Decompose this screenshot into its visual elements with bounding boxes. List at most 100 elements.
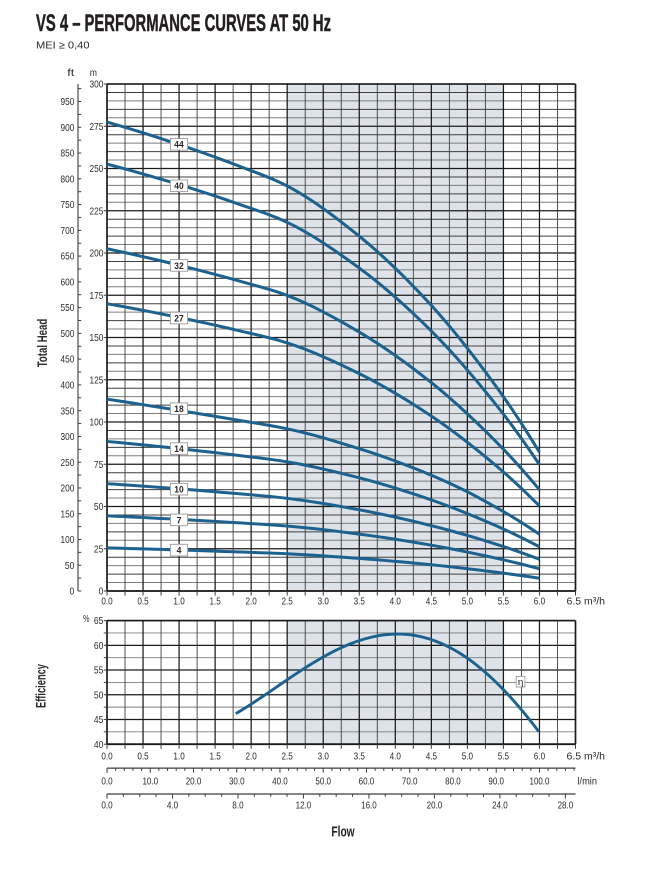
svg-text:0.5: 0.5	[137, 752, 148, 763]
svg-text:250: 250	[61, 458, 75, 469]
svg-text:3.5: 3.5	[354, 752, 365, 763]
svg-text:850: 850	[61, 149, 75, 160]
svg-text:900: 900	[61, 123, 75, 134]
svg-text:20.0: 20.0	[427, 801, 443, 812]
svg-text:150: 150	[90, 333, 104, 344]
svg-text:40.0: 40.0	[272, 777, 288, 788]
svg-text:65: 65	[94, 616, 104, 627]
svg-text:l/min: l/min	[578, 777, 598, 788]
svg-text:950: 950	[61, 97, 75, 108]
svg-text:250: 250	[90, 164, 104, 175]
svg-text:η: η	[518, 677, 524, 687]
svg-text:80.0: 80.0	[445, 777, 461, 788]
svg-text:650: 650	[61, 252, 75, 263]
svg-text:2.5: 2.5	[282, 752, 293, 763]
svg-text:50.0: 50.0	[315, 777, 331, 788]
svg-text:50: 50	[65, 561, 75, 572]
svg-text:300: 300	[90, 80, 104, 91]
svg-text:40: 40	[94, 740, 104, 751]
svg-text:3.0: 3.0	[318, 596, 329, 607]
svg-text:3.5: 3.5	[354, 596, 365, 607]
svg-text:6.0: 6.0	[534, 752, 545, 763]
svg-text:0.0: 0.0	[101, 777, 112, 788]
svg-text:5.5: 5.5	[498, 752, 509, 763]
svg-text:32: 32	[174, 260, 183, 271]
svg-text:10: 10	[174, 484, 183, 495]
svg-text:7: 7	[177, 514, 182, 525]
svg-text:200: 200	[90, 249, 104, 260]
svg-text:44: 44	[174, 139, 184, 150]
svg-text:6.0: 6.0	[534, 596, 545, 607]
svg-text:50: 50	[94, 502, 104, 513]
svg-text:Efficiency: Efficiency	[34, 664, 49, 708]
svg-text:200: 200	[61, 484, 75, 495]
svg-text:100: 100	[90, 418, 104, 429]
svg-text:10.0: 10.0	[142, 777, 158, 788]
svg-text:ft: ft	[67, 68, 74, 79]
svg-text:4: 4	[177, 545, 183, 556]
svg-text:100: 100	[61, 535, 75, 546]
svg-text:24.0: 24.0	[492, 801, 508, 812]
svg-text:2.0: 2.0	[246, 752, 257, 763]
svg-text:25: 25	[94, 544, 104, 555]
svg-text:800: 800	[61, 174, 75, 185]
svg-text:175: 175	[90, 291, 104, 302]
svg-text:60.0: 60.0	[359, 777, 375, 788]
svg-text:4.5: 4.5	[426, 596, 437, 607]
svg-text:12.0: 12.0	[296, 801, 312, 812]
svg-text:2.5: 2.5	[282, 596, 293, 607]
svg-text:6.5 m³/h: 6.5 m³/h	[567, 596, 606, 607]
svg-text:70.0: 70.0	[402, 777, 418, 788]
svg-text:5.0: 5.0	[462, 596, 473, 607]
svg-text:16.0: 16.0	[361, 801, 377, 812]
svg-text:3.0: 3.0	[318, 752, 329, 763]
svg-text:28.0: 28.0	[558, 801, 574, 812]
svg-text:4.0: 4.0	[390, 752, 401, 763]
svg-text:125: 125	[90, 375, 104, 386]
svg-text:75: 75	[94, 460, 104, 471]
svg-text:5.0: 5.0	[462, 752, 473, 763]
svg-text:550: 550	[61, 303, 75, 314]
svg-text:225: 225	[90, 206, 104, 217]
svg-text:Flow: Flow	[331, 823, 354, 840]
svg-text:18: 18	[174, 403, 183, 414]
svg-text:1.0: 1.0	[173, 752, 184, 763]
svg-text:300: 300	[61, 432, 75, 443]
svg-text:150: 150	[61, 509, 75, 520]
svg-text:27: 27	[174, 312, 183, 323]
svg-text:8.0: 8.0	[232, 801, 243, 812]
svg-text:VS 4 – PERFORMANCE CURVES AT 5: VS 4 – PERFORMANCE CURVES AT 50 Hz	[36, 10, 331, 37]
svg-text:45: 45	[94, 715, 104, 726]
svg-text:0.0: 0.0	[101, 752, 112, 763]
svg-text:350: 350	[61, 406, 75, 417]
svg-text:14: 14	[174, 443, 184, 454]
svg-text:5.5: 5.5	[498, 596, 509, 607]
svg-text:4.0: 4.0	[167, 801, 178, 812]
svg-text:4.5: 4.5	[426, 752, 437, 763]
svg-text:50: 50	[94, 690, 104, 701]
svg-text:1.5: 1.5	[209, 752, 220, 763]
svg-text:m: m	[90, 68, 97, 79]
svg-text:0.0: 0.0	[101, 801, 112, 812]
svg-text:100.0: 100.0	[530, 777, 550, 788]
svg-text:30.0: 30.0	[229, 777, 245, 788]
svg-text:500: 500	[61, 329, 75, 340]
svg-text:MEI ≥ 0,40: MEI ≥ 0,40	[36, 40, 90, 51]
svg-text:55: 55	[94, 666, 104, 677]
svg-text:6.5 m³/h: 6.5 m³/h	[567, 752, 606, 763]
svg-text:275: 275	[90, 122, 104, 133]
svg-text:90.0: 90.0	[488, 777, 504, 788]
svg-text:0.5: 0.5	[137, 596, 148, 607]
svg-text:750: 750	[61, 200, 75, 211]
svg-text:40: 40	[174, 180, 183, 191]
svg-text:0.0: 0.0	[101, 596, 112, 607]
svg-text:600: 600	[61, 277, 75, 288]
svg-text:4.0: 4.0	[390, 596, 401, 607]
svg-text:2.0: 2.0	[246, 596, 257, 607]
svg-text:60: 60	[94, 641, 104, 652]
svg-text:0: 0	[70, 587, 75, 598]
svg-text:Total Head: Total Head	[35, 319, 50, 368]
svg-text:1.0: 1.0	[173, 596, 184, 607]
svg-text:1.5: 1.5	[209, 596, 220, 607]
svg-text:20.0: 20.0	[186, 777, 202, 788]
